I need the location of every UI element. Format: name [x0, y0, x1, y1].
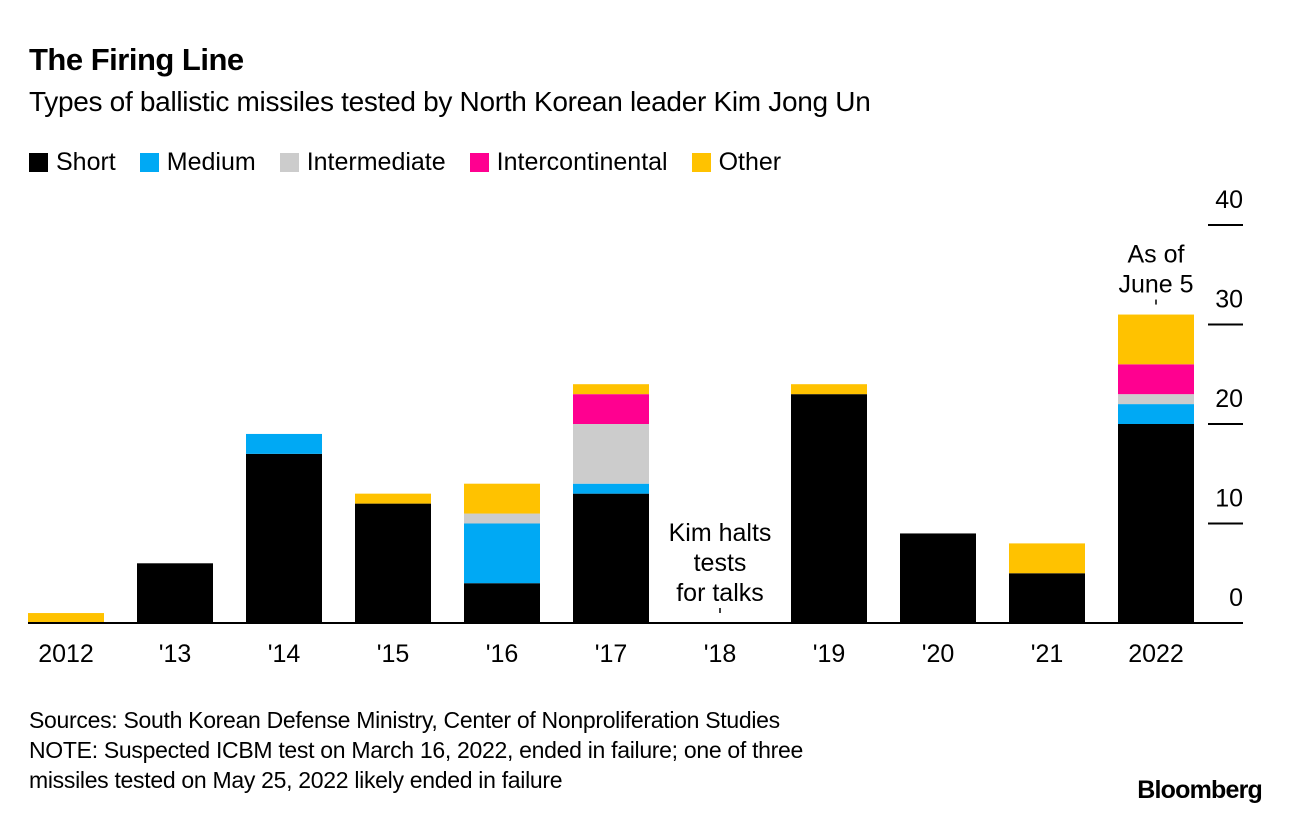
legend-item-short: Short — [29, 148, 116, 177]
y-tick-label-0: 0 — [1229, 584, 1243, 612]
annotation-18-line-1: Kim halts — [669, 519, 772, 547]
bar-short-21 — [1009, 573, 1085, 623]
bar-intermediate-2022 — [1118, 394, 1194, 405]
bar-other-16 — [464, 483, 540, 514]
footer-notes: Sources: South Korean Defense Ministry, … — [29, 705, 803, 795]
annotation-18-line-2: tests — [694, 549, 747, 577]
legend-item-medium: Medium — [139, 148, 256, 177]
x-tick-label-14: '14 — [268, 640, 301, 668]
x-tick-label-21: '21 — [1031, 640, 1064, 668]
x-tick-label-20: '20 — [922, 640, 955, 668]
bar-short-19 — [791, 394, 867, 623]
chart-title: The Firing Line — [29, 42, 244, 77]
y-tick-label-20: 20 — [1215, 385, 1243, 413]
legend-label-other: Other — [718, 148, 782, 176]
x-tick-label-2012: 2012 — [38, 640, 94, 668]
legend-swatch-other — [691, 153, 711, 172]
bar-other-21 — [1009, 543, 1085, 574]
bar-intermediate-17 — [573, 424, 649, 484]
legend-item-intercontinental: Intercontinental — [469, 148, 668, 177]
bar-short-17 — [573, 493, 649, 623]
legend-item-other: Other — [691, 148, 782, 177]
x-tick-label-19: '19 — [813, 640, 846, 668]
bar-intercontinental-17 — [573, 394, 649, 424]
chart-subtitle: Types of ballistic missiles tested by No… — [29, 86, 871, 117]
annotation-18-line-3: for talks — [676, 579, 764, 607]
legend-swatch-medium — [139, 153, 159, 172]
legend-swatch-short — [29, 153, 48, 172]
bar-other-2012 — [28, 613, 104, 623]
bar-intermediate-16 — [464, 513, 540, 524]
x-tick-label-13: '13 — [159, 640, 192, 668]
bar-other-2022 — [1118, 314, 1194, 365]
bar-medium-17 — [573, 483, 649, 494]
bar-intercontinental-2022 — [1118, 364, 1194, 395]
legend-item-intermediate: Intermediate — [279, 148, 446, 177]
bloomberg-logo: Bloomberg — [1137, 776, 1263, 804]
legend-swatch-intermediate — [279, 153, 299, 172]
x-tick-label-16: '16 — [486, 640, 519, 668]
y-tick-label-30: 30 — [1215, 286, 1243, 314]
x-tick-label-2022: 2022 — [1128, 640, 1184, 668]
bar-short-15 — [355, 503, 431, 623]
x-tick-label-18: '18 — [704, 640, 737, 668]
bar-short-13 — [137, 563, 213, 623]
y-tick-label-10: 10 — [1215, 485, 1243, 513]
legend-swatch-intercontinental — [469, 153, 489, 172]
y-tick-label-40: 40 — [1215, 186, 1243, 214]
annotation-2022-line-2: June 5 — [1118, 271, 1193, 299]
bar-short-16 — [464, 583, 540, 623]
x-tick-label-17: '17 — [595, 640, 628, 668]
legend-label-medium: Medium — [166, 148, 256, 176]
bar-medium-16 — [464, 523, 540, 584]
note-text-line1: NOTE: Suspected ICBM test on March 16, 2… — [29, 737, 803, 763]
x-tick-label-15: '15 — [377, 640, 410, 668]
note-text-line2: missiles tested on May 25, 2022 likely e… — [29, 767, 563, 793]
bar-medium-14 — [246, 433, 322, 454]
legend-label-intercontinental: Intercontinental — [496, 148, 668, 176]
bar-short-14 — [246, 453, 322, 623]
bar-other-15 — [355, 493, 431, 504]
bar-short-20 — [900, 533, 976, 623]
bar-other-17 — [573, 384, 649, 395]
annotation-2022-line-1: As of — [1128, 241, 1185, 269]
sources-text: Sources: South Korean Defense Ministry, … — [29, 707, 780, 733]
bar-other-19 — [791, 384, 867, 395]
legend: Short Medium Intermediate Intercontinent… — [29, 148, 805, 177]
legend-label-short: Short — [56, 148, 116, 176]
legend-label-intermediate: Intermediate — [306, 148, 446, 176]
bar-short-2022 — [1118, 424, 1194, 623]
bar-medium-2022 — [1118, 404, 1194, 424]
